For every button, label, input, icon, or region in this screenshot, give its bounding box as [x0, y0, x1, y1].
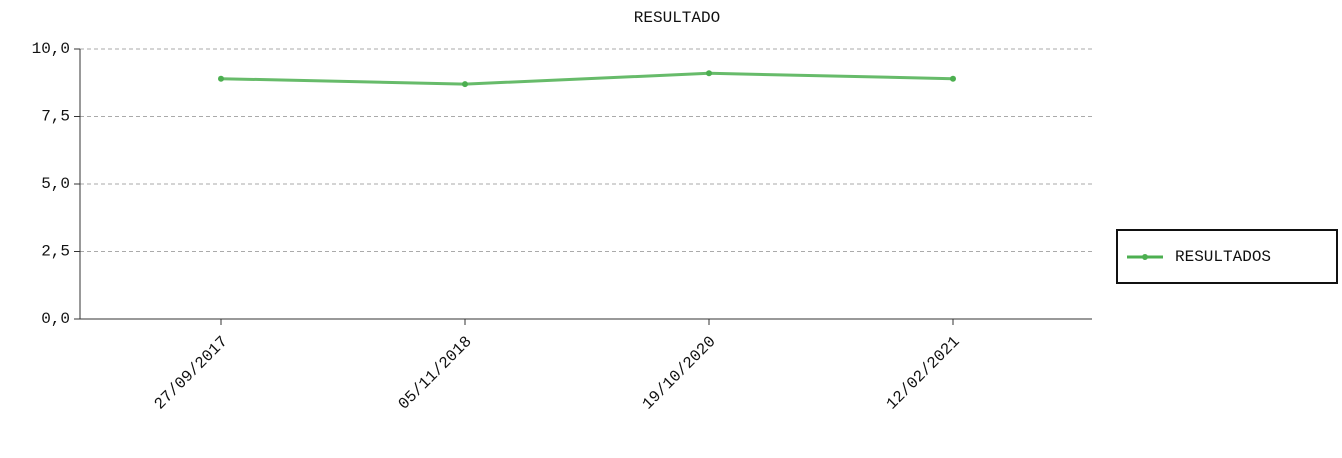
x-tick-label: 19/10/2020 [639, 333, 720, 414]
y-tick-label: 7,5 [41, 108, 70, 126]
x-tick-label: 05/11/2018 [395, 333, 476, 414]
y-tick-label: 10,0 [32, 40, 70, 58]
y-tick-label: 5,0 [41, 175, 70, 193]
y-tick-label: 2,5 [41, 243, 70, 261]
chart-title: RESULTADO [634, 9, 720, 27]
y-tick-label: 0,0 [41, 310, 70, 328]
point [218, 75, 224, 82]
point [462, 81, 468, 88]
point [950, 75, 956, 82]
legend-label: RESULTADOS [1175, 248, 1271, 266]
x-tick-label: 27/09/2017 [151, 333, 232, 414]
point [706, 70, 712, 77]
series-line [220, 71, 954, 86]
legend-marker [1142, 254, 1148, 260]
x-tick-label: 12/02/2021 [883, 333, 964, 414]
